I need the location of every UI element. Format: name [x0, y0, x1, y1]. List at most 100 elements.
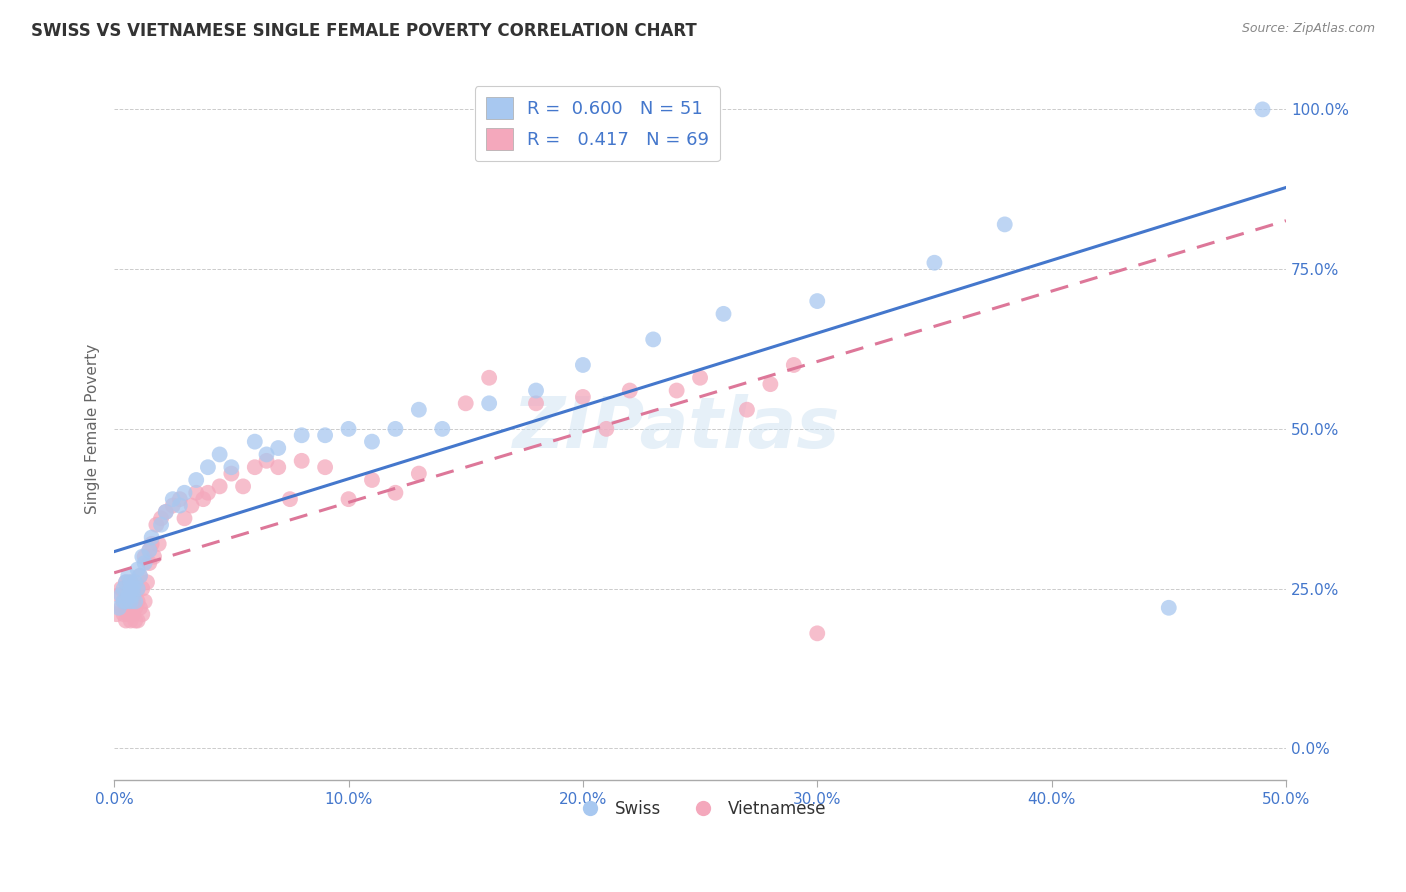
Point — [127, 582, 149, 596]
Point — [221, 460, 243, 475]
Text: ZIPatlas: ZIPatlas — [513, 394, 841, 463]
Point — [759, 377, 782, 392]
Point — [120, 575, 142, 590]
Point — [208, 479, 231, 493]
Point — [112, 594, 135, 608]
Point — [134, 556, 156, 570]
Point — [143, 549, 166, 564]
Point — [197, 460, 219, 475]
Point — [127, 562, 149, 576]
Point — [129, 569, 152, 583]
Point — [291, 454, 314, 468]
Point — [478, 396, 501, 410]
Point — [572, 358, 595, 372]
Point — [291, 428, 314, 442]
Point — [131, 582, 153, 596]
Point — [127, 582, 149, 596]
Point — [124, 614, 146, 628]
Point — [124, 600, 146, 615]
Point — [314, 460, 336, 475]
Point — [108, 600, 131, 615]
Legend: Swiss, Vietnamese: Swiss, Vietnamese — [567, 793, 834, 825]
Point — [665, 384, 688, 398]
Point — [169, 492, 191, 507]
Point — [713, 307, 735, 321]
Point — [384, 422, 406, 436]
Point — [155, 505, 177, 519]
Point — [127, 614, 149, 628]
Point — [120, 575, 142, 590]
Point — [735, 402, 758, 417]
Point — [478, 370, 501, 384]
Point — [122, 582, 145, 596]
Text: SWISS VS VIETNAMESE SINGLE FEMALE POVERTY CORRELATION CHART: SWISS VS VIETNAMESE SINGLE FEMALE POVERT… — [31, 22, 697, 40]
Point — [134, 549, 156, 564]
Point — [117, 594, 139, 608]
Point — [117, 569, 139, 583]
Point — [110, 588, 132, 602]
Point — [243, 460, 266, 475]
Point — [112, 582, 135, 596]
Point — [120, 582, 142, 596]
Point — [524, 384, 547, 398]
Point — [208, 447, 231, 461]
Point — [806, 294, 828, 309]
Point — [129, 569, 152, 583]
Point — [138, 556, 160, 570]
Point — [232, 479, 254, 493]
Text: Source: ZipAtlas.com: Source: ZipAtlas.com — [1241, 22, 1375, 36]
Point — [454, 396, 477, 410]
Point — [141, 537, 163, 551]
Point — [173, 511, 195, 525]
Point — [150, 517, 173, 532]
Point — [117, 607, 139, 622]
Point — [524, 396, 547, 410]
Point — [134, 594, 156, 608]
Point — [131, 549, 153, 564]
Point — [124, 594, 146, 608]
Point — [186, 473, 208, 487]
Point — [115, 614, 138, 628]
Point — [162, 499, 184, 513]
Point — [124, 575, 146, 590]
Point — [806, 626, 828, 640]
Point — [129, 600, 152, 615]
Point — [689, 370, 711, 384]
Point — [150, 511, 173, 525]
Point — [127, 594, 149, 608]
Point — [120, 600, 142, 615]
Point — [115, 575, 138, 590]
Point — [572, 390, 595, 404]
Point — [314, 428, 336, 442]
Point — [193, 492, 215, 507]
Point — [110, 582, 132, 596]
Point — [115, 594, 138, 608]
Point — [112, 594, 135, 608]
Point — [120, 614, 142, 628]
Point — [267, 460, 290, 475]
Point — [122, 607, 145, 622]
Point — [105, 607, 128, 622]
Point — [115, 600, 138, 615]
Point — [112, 607, 135, 622]
Point — [120, 594, 142, 608]
Point — [173, 485, 195, 500]
Point — [408, 402, 430, 417]
Point — [1251, 103, 1274, 117]
Point — [169, 499, 191, 513]
Point — [643, 333, 665, 347]
Point — [141, 531, 163, 545]
Point — [108, 588, 131, 602]
Point — [361, 434, 384, 449]
Point — [138, 543, 160, 558]
Point — [267, 441, 290, 455]
Point — [145, 517, 167, 532]
Point — [180, 499, 202, 513]
Point — [148, 537, 170, 551]
Point — [131, 607, 153, 622]
Point — [115, 575, 138, 590]
Point — [110, 600, 132, 615]
Point — [361, 473, 384, 487]
Point — [256, 447, 278, 461]
Point — [197, 485, 219, 500]
